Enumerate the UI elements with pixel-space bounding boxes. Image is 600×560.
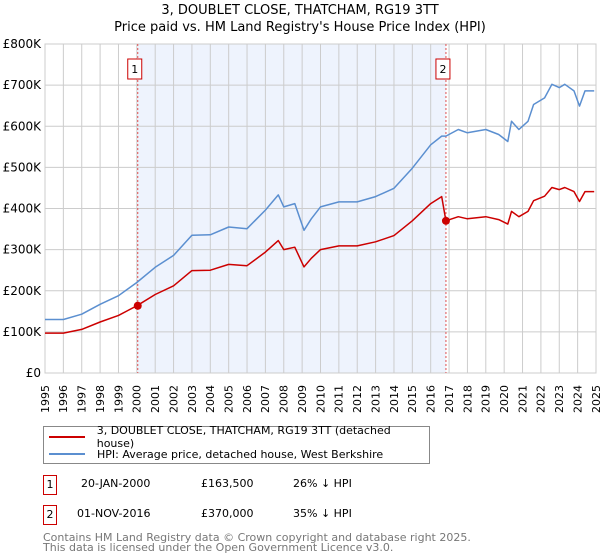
x-tick-label: 2000: [131, 385, 144, 413]
x-tick-label: 2017: [443, 385, 456, 413]
sale-delta: 26% ↓ HPI: [293, 477, 352, 490]
x-tick-label: 2020: [498, 385, 511, 413]
x-tick-label: 2004: [204, 385, 217, 413]
sale-point: [441, 216, 450, 225]
sale-badge: 2: [43, 505, 57, 525]
sale-price: £163,500: [201, 477, 254, 490]
series-line: [45, 83, 595, 321]
x-tick-label: 2009: [296, 385, 309, 413]
legend-item-hpi: HPI: Average price, detached house, West…: [49, 446, 383, 462]
x-tick-label: 2012: [351, 385, 364, 413]
x-tick-label: 2010: [314, 385, 327, 413]
footer-licence: This data is licensed under the Open Gov…: [43, 541, 394, 554]
legend-item-property: 3, DOUBLET CLOSE, THATCHAM, RG19 3TT (de…: [49, 424, 429, 450]
legend-red-line: [49, 436, 85, 438]
sale-label-box: [435, 58, 451, 80]
x-tick-label: 2018: [461, 385, 474, 413]
sale-row: 2 01-NOV-2016 £370,000 35% ↓ HPI: [43, 505, 543, 525]
x-tick-label: 2008: [278, 385, 291, 413]
sale-label-number: 1: [131, 63, 138, 76]
x-tick-label: 2016: [425, 385, 438, 413]
x-tick-label: 2015: [406, 385, 419, 413]
x-tick-label: 1995: [39, 385, 52, 413]
x-tick-label: 2002: [167, 385, 180, 413]
legend-blue-line: [49, 453, 85, 455]
y-tick-label: £400K: [3, 202, 43, 216]
x-tick-label: 2025: [590, 385, 600, 413]
chart-title: 3, DOUBLET CLOSE, THATCHAM, RG19 3TT: [161, 3, 439, 18]
footer-copyright: Contains HM Land Registry data © Crown c…: [43, 531, 471, 544]
sale-price: £370,000: [201, 507, 254, 520]
chart-subtitle: Price paid vs. HM Land Registry's House …: [114, 20, 486, 35]
x-tick-label: 2014: [388, 385, 401, 413]
x-tick-label: 2007: [259, 385, 272, 413]
series-line: [45, 186, 595, 334]
x-tick-label: 2013: [369, 385, 382, 413]
price-chart: 1995 1996 1997 1998 1999 2000 2001 2002 2003 2004…: [3, 37, 600, 413]
x-tick-label: 2019: [480, 385, 493, 413]
sale-delta: 35% ↓ HPI: [293, 507, 352, 520]
x-tick-label: 1996: [57, 385, 70, 413]
x-tick-label: 2011: [333, 385, 346, 413]
x-tick-label: 1998: [94, 385, 107, 413]
x-tick-label: 2006: [241, 385, 254, 413]
x-tick-label: 2001: [149, 385, 162, 413]
y-tick-label: £800K: [3, 37, 43, 51]
x-tick-label: 2003: [186, 385, 199, 413]
sale-label-box: [127, 58, 143, 80]
x-tick-label: 2024: [571, 385, 584, 413]
y-tick-label: £0: [26, 366, 41, 380]
y-tick-label: £700K: [3, 78, 43, 92]
x-tick-label: 1997: [76, 385, 89, 413]
x-tick-label: 2022: [535, 385, 548, 413]
x-tick-label: 2021: [516, 385, 529, 413]
sale-label-number: 2: [439, 63, 446, 76]
sale-date: 20-JAN-2000: [81, 477, 151, 490]
y-tick-label: £300K: [3, 243, 43, 257]
y-tick-label: £600K: [3, 119, 43, 133]
y-tick-label: £100K: [3, 325, 43, 339]
legend: 3, DOUBLET CLOSE, THATCHAM, RG19 3TT (de…: [43, 424, 430, 464]
legend-label: 3, DOUBLET CLOSE, THATCHAM, RG19 3TT (de…: [96, 424, 391, 450]
plot-border: [44, 43, 597, 374]
y-tick-label: £200K: [3, 284, 43, 298]
legend-label: HPI: Average price, detached house, West…: [97, 447, 384, 461]
x-tick-label: 1999: [112, 385, 125, 413]
sale-row: 1 20-JAN-2000 £163,500 26% ↓ HPI: [43, 475, 543, 495]
y-tick-label: £500K: [3, 160, 43, 174]
sale-badge: 1: [43, 475, 57, 495]
x-tick-label: 2005: [223, 385, 236, 413]
sale-point: [133, 301, 142, 310]
x-tick-label: 2023: [553, 385, 566, 413]
sale-date: 01-NOV-2016: [77, 507, 151, 520]
